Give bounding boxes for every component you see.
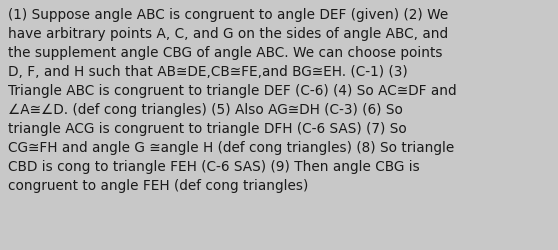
Text: (1) Suppose angle ABC is congruent to angle DEF (given) (2) We
have arbitrary po: (1) Suppose angle ABC is congruent to an… (8, 8, 456, 192)
